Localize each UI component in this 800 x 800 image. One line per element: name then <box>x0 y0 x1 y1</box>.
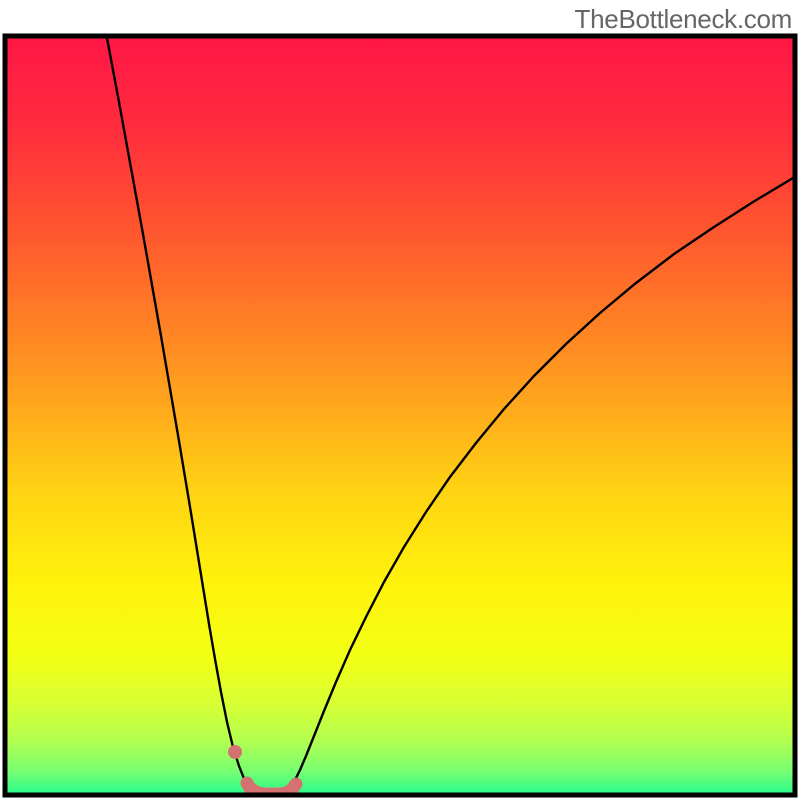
watermark-text: TheBottleneck.com <box>575 4 792 35</box>
chart-svg <box>0 0 800 800</box>
gradient-background <box>7 38 793 793</box>
chart-container: TheBottleneck.com <box>0 0 800 800</box>
marker-dot <box>228 745 242 759</box>
